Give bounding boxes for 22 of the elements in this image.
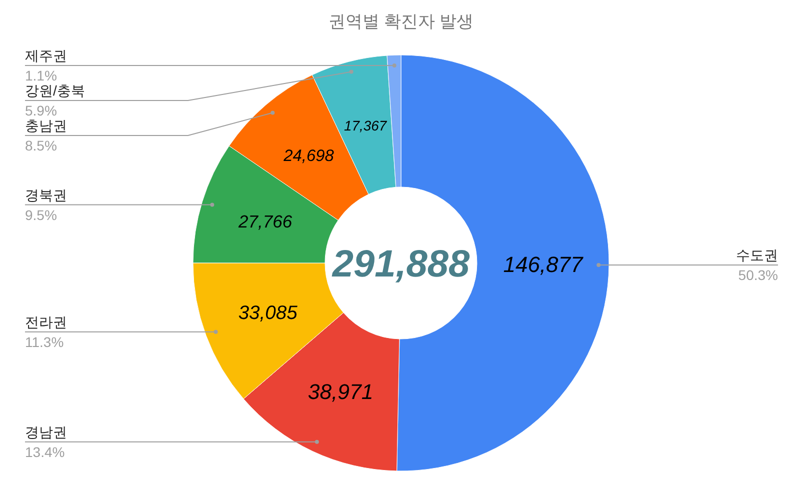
slice-label: 경북권 bbox=[25, 186, 67, 203]
text: 1.1% bbox=[25, 68, 57, 84]
slice-label: 제주권 bbox=[25, 48, 67, 64]
slice-label: 수도권 bbox=[736, 246, 778, 263]
data-label: 27,766 bbox=[238, 211, 292, 232]
text: 291,888 bbox=[331, 243, 471, 286]
text: 11.3% bbox=[25, 334, 64, 350]
data-label: 38,971 bbox=[308, 380, 374, 404]
data-label: 33,085 bbox=[238, 303, 298, 324]
chart-title: 권역별 확진자 발생 bbox=[328, 12, 474, 31]
text: 9.5% bbox=[25, 206, 57, 223]
data-label: 17,367 bbox=[344, 117, 388, 134]
slice-label: 전라권 bbox=[25, 314, 67, 330]
slice-label: 충남권 bbox=[25, 118, 67, 134]
slice-label: 강원/충북 bbox=[25, 82, 85, 99]
text: 50.3% bbox=[738, 266, 778, 283]
text: 8.5% bbox=[25, 138, 57, 154]
data-label: 146,877 bbox=[503, 252, 584, 278]
text: 5.9% bbox=[25, 102, 57, 119]
data-label: 24,698 bbox=[282, 146, 335, 165]
text: 13.4% bbox=[25, 444, 65, 460]
slice-label: 경남권 bbox=[25, 424, 67, 440]
